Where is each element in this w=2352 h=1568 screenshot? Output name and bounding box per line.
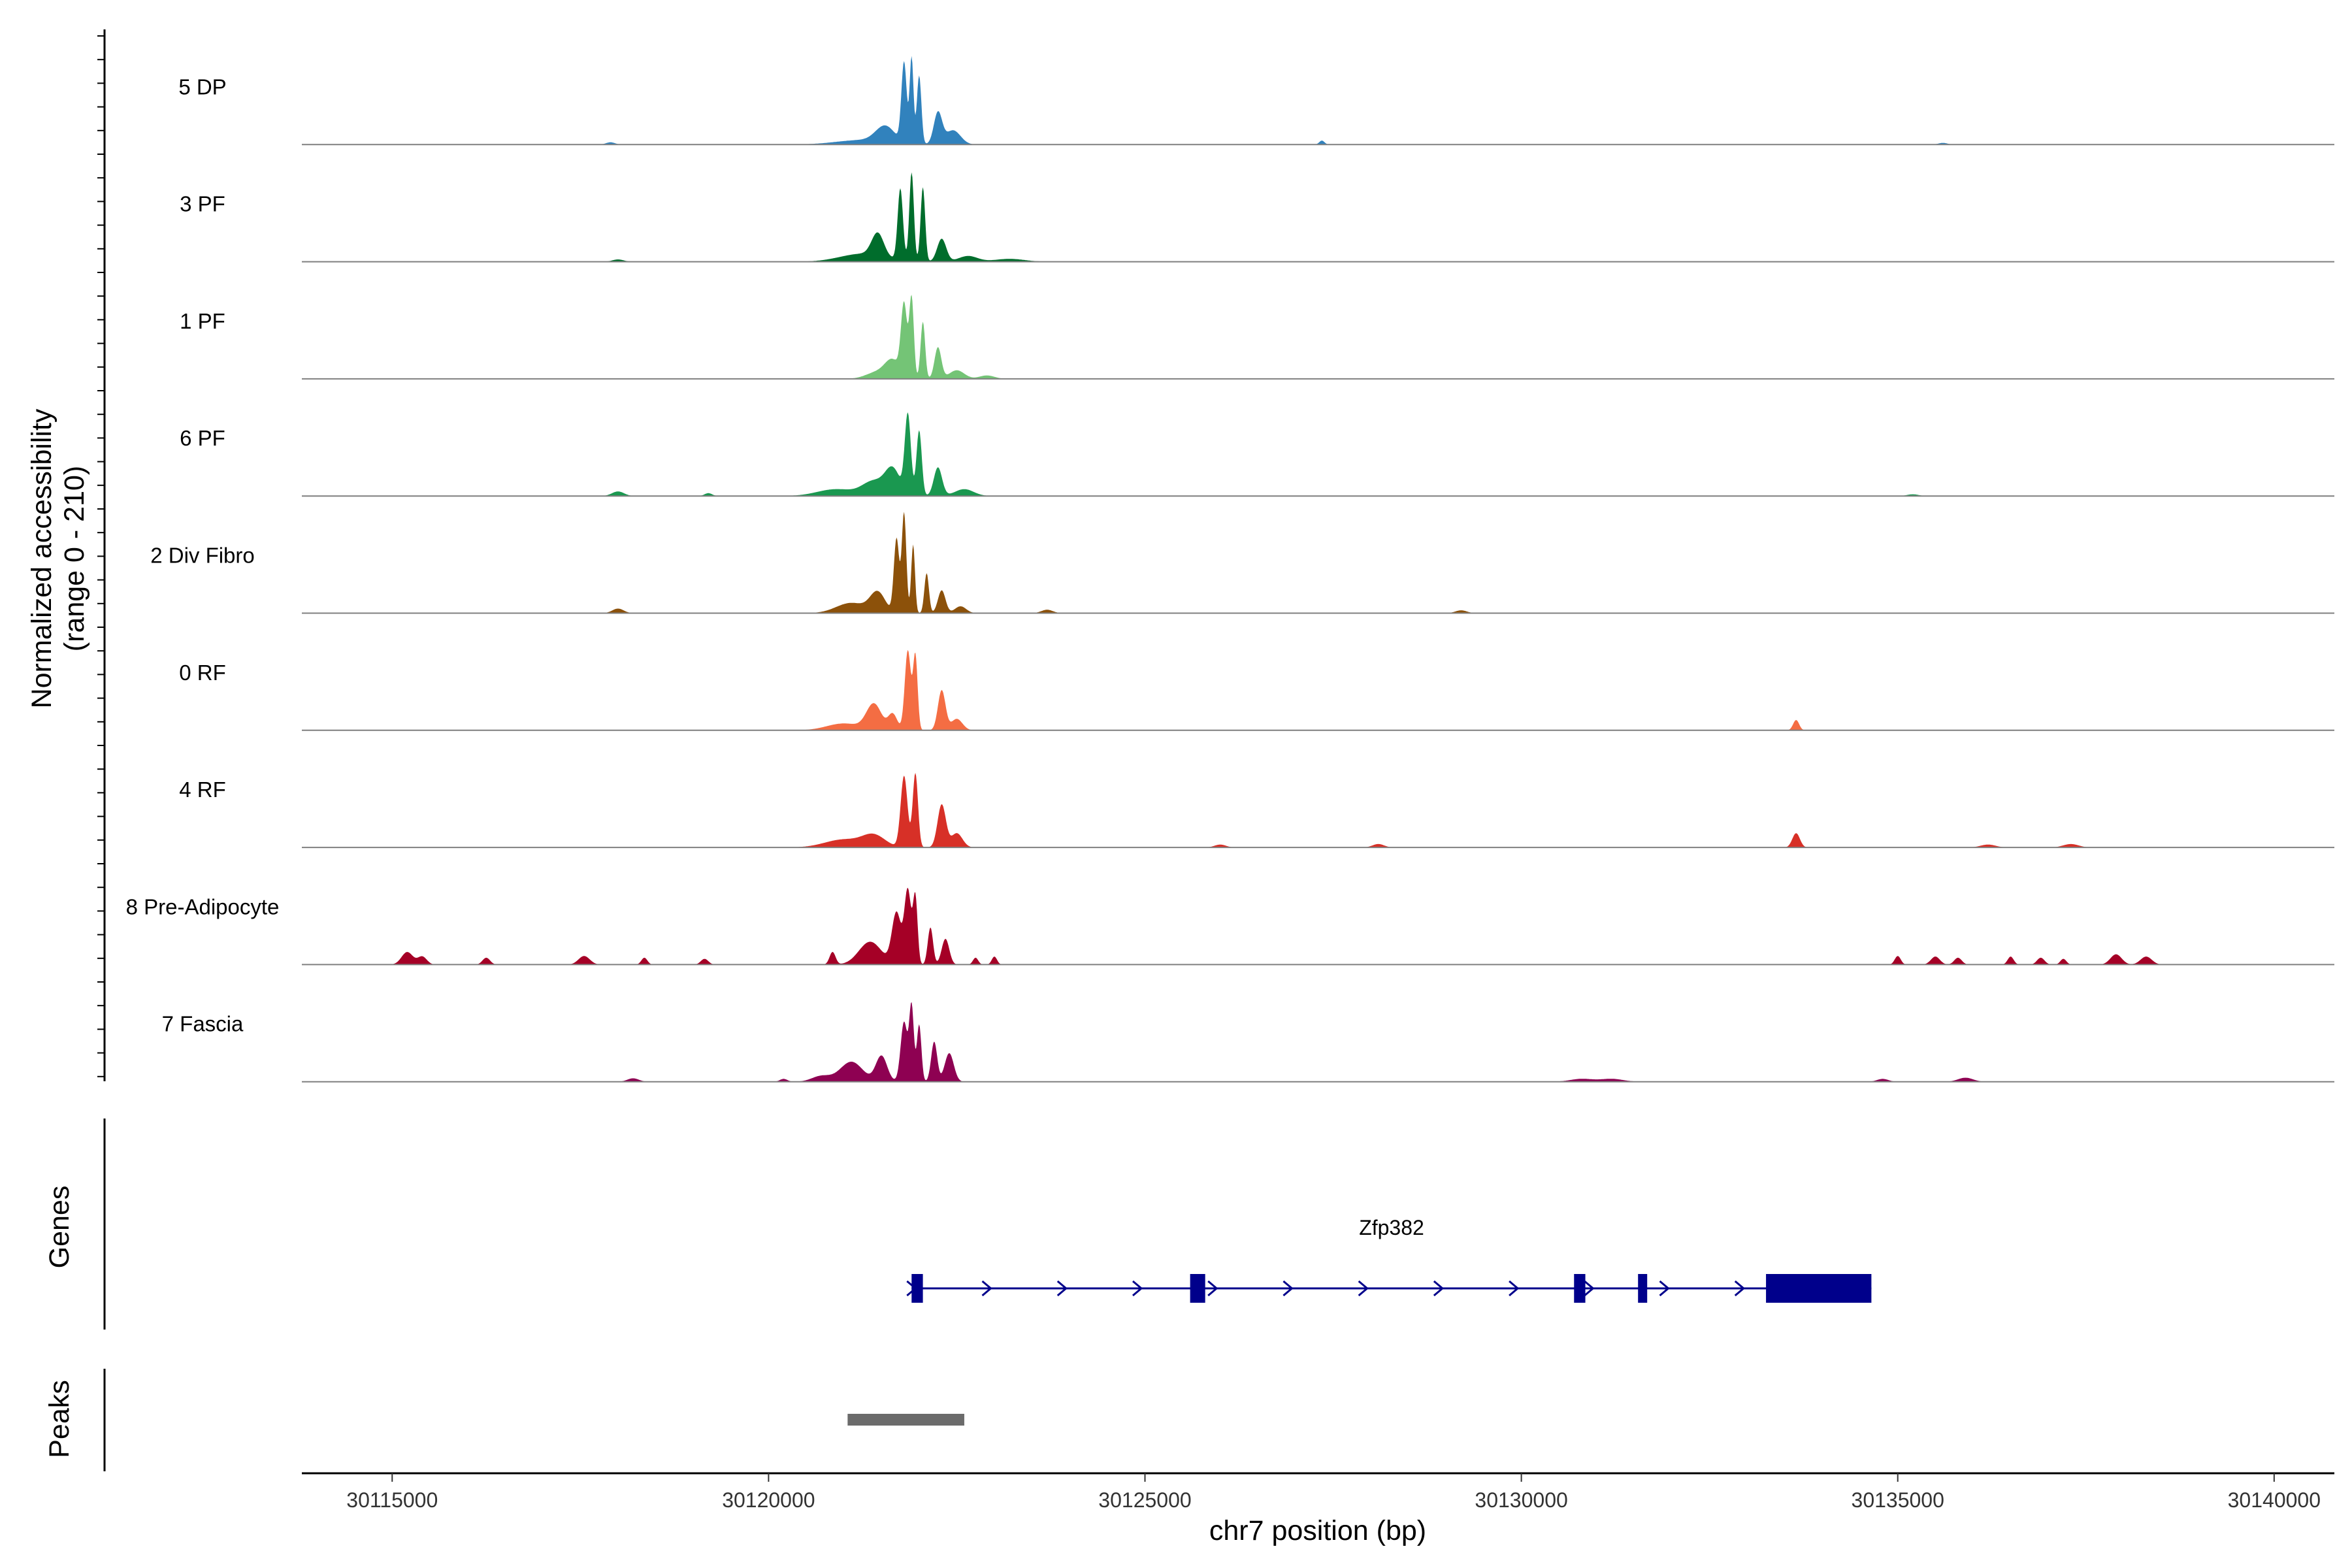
gene-exon-2: [1190, 1274, 1205, 1303]
strand-arrow: [1509, 1280, 1520, 1297]
gene-model-zfp382: [906, 1274, 1872, 1303]
strand-arrow: [1132, 1280, 1143, 1297]
x-tick-label: 30125000: [1098, 1488, 1191, 1512]
track-2-div-fibro: 2 Div Fibro: [150, 512, 2334, 614]
gene-exon-5: [1766, 1274, 1872, 1303]
track-label-2-div-fibro: 2 Div Fibro: [150, 544, 255, 568]
strand-arrow: [1433, 1280, 1445, 1297]
strand-arrow: [1584, 1280, 1595, 1297]
strand-arrow: [1056, 1280, 1068, 1297]
track-label-8-pre-adipocyte: 8 Pre-Adipocyte: [126, 894, 280, 919]
gene-label-zfp382: Zfp382: [1359, 1216, 1424, 1239]
x-axis-ticks: 30115000 30120000 30125000 30130000 30135000…: [346, 1473, 2321, 1512]
gene-exon-3: [1574, 1274, 1586, 1303]
track-8-pre-adipocyte: 8 Pre-Adipocyte: [126, 887, 2334, 966]
track-label-5-dp: 5 DP: [178, 74, 226, 99]
track-label-0-rf: 0 RF: [179, 661, 226, 685]
coverage-y-axis-ticks: [97, 35, 105, 1077]
strand-arrow: [1734, 1280, 1746, 1297]
peak-region-1: [847, 1414, 964, 1426]
strand-arrow: [1282, 1280, 1294, 1297]
track-label-1-pf: 1 PF: [180, 309, 225, 333]
track-label-6-pf: 6 PF: [180, 426, 225, 450]
x-axis-title: chr7 position (bp): [1209, 1515, 1426, 1546]
track-6-pf: 6 PF: [180, 412, 2334, 497]
gene-exon-4: [1638, 1274, 1648, 1303]
x-tick-label: 30120000: [722, 1488, 815, 1512]
strand-arrow: [1659, 1280, 1670, 1297]
track-5-dp: 5 DP: [178, 56, 2334, 146]
x-tick-label: 30115000: [346, 1488, 438, 1512]
strand-arrow: [1358, 1280, 1369, 1297]
x-tick-label: 30130000: [1475, 1488, 1567, 1512]
genes-panel-title: Genes: [44, 1186, 75, 1269]
coverage-tracks: 5 DP 3 PF 1 PF 6 PF 2 Div Fibro 0 RF 4 RF 8 Pre…: [126, 56, 2334, 1083]
strand-arrow: [981, 1280, 992, 1297]
y-axis-title-line2: (range 0 - 210): [59, 466, 90, 651]
gene-exon-1: [911, 1274, 923, 1303]
track-label-4-rf: 4 RF: [179, 777, 226, 802]
strand-arrow: [1207, 1280, 1218, 1297]
track-1-pf: 1 PF: [180, 295, 2334, 380]
peaks-panel-title: Peaks: [44, 1380, 75, 1458]
x-tick-label: 30135000: [1852, 1488, 1944, 1512]
peak-regions: [847, 1414, 964, 1426]
track-label-3-pf: 3 PF: [180, 192, 225, 216]
y-axis-title-line1: Normalized accessibility: [26, 408, 57, 708]
track-3-pf: 3 PF: [180, 172, 2334, 263]
track-4-rf: 4 RF: [179, 772, 2334, 849]
track-label-7-fascia: 7 Fascia: [162, 1012, 244, 1036]
track-7-fascia: 7 Fascia: [162, 1002, 2334, 1083]
x-tick-label: 30140000: [2228, 1488, 2321, 1512]
track-0-rf: 0 RF: [179, 649, 2334, 731]
